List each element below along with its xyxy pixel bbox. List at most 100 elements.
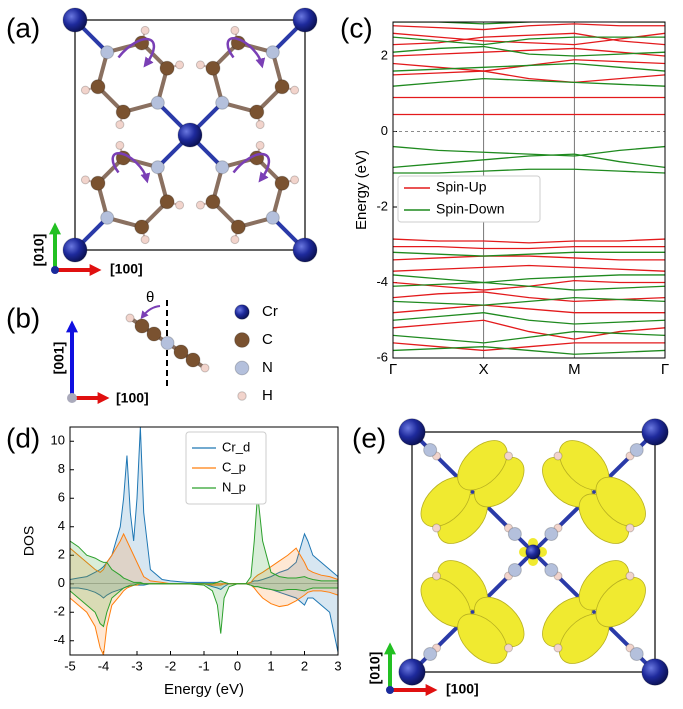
- atom: [423, 647, 438, 661]
- y-tick-label: 6: [58, 490, 65, 505]
- axis-label: [100]: [110, 261, 143, 277]
- y-tick-label: -6: [376, 349, 388, 364]
- legend-label: N: [262, 359, 273, 376]
- legend: [397, 175, 541, 223]
- atom: [234, 304, 250, 320]
- atom: [185, 352, 201, 368]
- band: [393, 255, 665, 261]
- y-tick-label: 8: [58, 461, 65, 476]
- atom: [641, 418, 669, 446]
- atom: [177, 122, 203, 148]
- band: [393, 245, 665, 250]
- panel-label: (c): [340, 12, 373, 43]
- atom: [544, 527, 559, 541]
- atom: [629, 647, 644, 661]
- atom: [625, 523, 635, 533]
- atom: [62, 237, 88, 263]
- x-tick-label: 2: [301, 658, 308, 673]
- plot-frame: [69, 426, 339, 656]
- atom: [160, 336, 175, 350]
- band: [393, 23, 665, 31]
- atom: [205, 60, 221, 76]
- axis-label: [001]: [51, 342, 67, 375]
- atom: [115, 104, 131, 120]
- bands: [393, 22, 665, 355]
- atom: [140, 235, 150, 245]
- cell: [411, 431, 656, 673]
- atom: [140, 25, 150, 35]
- atom: [292, 237, 318, 263]
- atom: [195, 60, 205, 70]
- atom: [90, 175, 106, 191]
- band: [393, 70, 665, 84]
- rotation-arrow: [117, 37, 156, 68]
- atom: [230, 235, 240, 245]
- atom: [100, 210, 115, 225]
- orbital-lobe: [457, 440, 508, 491]
- atom: [80, 85, 90, 95]
- band: [393, 251, 665, 257]
- band: [393, 47, 665, 57]
- atom: [292, 7, 318, 33]
- atom: [265, 210, 280, 225]
- band: [393, 32, 665, 46]
- y-axis-label: Energy (eV): [353, 150, 370, 230]
- x-tick-label: Γ: [661, 361, 669, 378]
- atom: [134, 318, 150, 334]
- y-tick-label: 0: [58, 575, 65, 590]
- axis-label: [010]: [31, 234, 47, 267]
- dos-fill: [70, 583, 338, 634]
- y-tick-label: 4: [58, 518, 65, 533]
- atom: [230, 219, 246, 235]
- panel-label: (d): [6, 422, 40, 453]
- atom: [173, 344, 189, 360]
- atom: [265, 45, 280, 60]
- dos-line: [70, 583, 338, 653]
- atom: [80, 175, 90, 185]
- atom: [525, 544, 541, 560]
- legend: [185, 431, 267, 505]
- x-axis-label: Energy (eV): [164, 681, 244, 698]
- atom: [146, 326, 162, 342]
- dos-curves: [70, 427, 338, 655]
- atom: [507, 527, 522, 541]
- atom: [398, 658, 426, 686]
- band: [393, 145, 665, 157]
- atom: [134, 219, 150, 235]
- atom: [290, 85, 300, 95]
- dos-line: [70, 583, 338, 655]
- dos-fill: [70, 583, 338, 653]
- atom: [274, 79, 290, 95]
- atom: [398, 418, 426, 446]
- x-tick-label: -3: [131, 658, 143, 673]
- y-tick-label: 2: [58, 547, 65, 562]
- atom: [115, 120, 125, 130]
- band: [393, 296, 665, 306]
- x-tick-label: 3: [334, 658, 341, 673]
- orbital-lobe: [457, 613, 508, 664]
- atom: [62, 7, 88, 33]
- atom: [641, 658, 669, 686]
- axis-origin: [386, 686, 394, 694]
- atom: [215, 160, 230, 175]
- legend-label: N_p: [222, 479, 246, 494]
- angle-label: θ: [146, 289, 154, 306]
- panel-label: (a): [6, 12, 40, 43]
- band: [393, 153, 665, 168]
- y-axis-label: DOS: [21, 526, 37, 556]
- legend-label: Cr: [262, 303, 278, 320]
- orbital-lobe: [595, 476, 646, 528]
- panel-label: (e): [352, 422, 386, 453]
- band: [393, 36, 665, 46]
- atom: [159, 60, 175, 76]
- axis-label: [010]: [367, 652, 383, 685]
- atom: [200, 363, 210, 373]
- atom: [234, 360, 250, 376]
- atom: [504, 451, 513, 461]
- atom: [625, 571, 635, 581]
- atom: [432, 523, 441, 533]
- axis-label: [100]: [446, 681, 479, 697]
- atom: [290, 175, 300, 185]
- y-tick-label: 10: [51, 433, 65, 448]
